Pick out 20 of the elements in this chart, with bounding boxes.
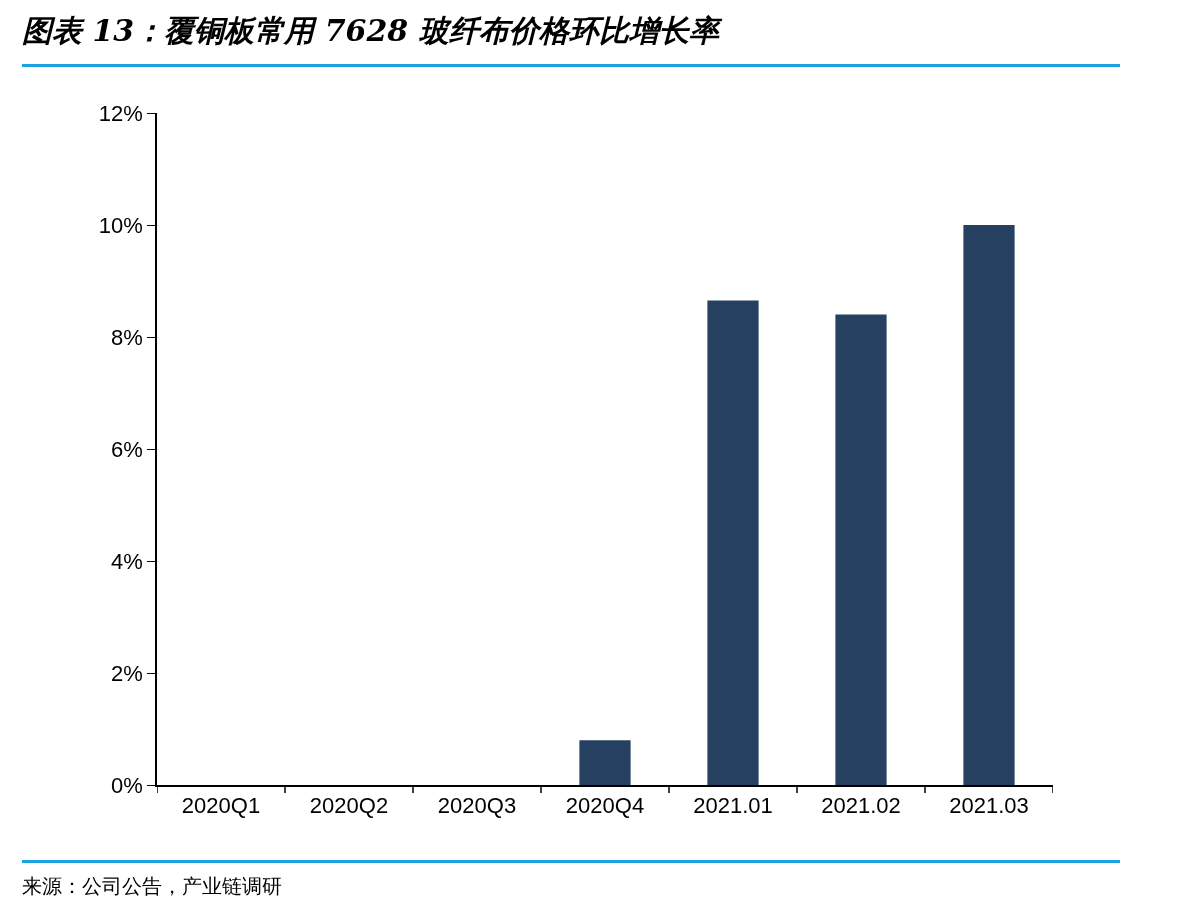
bar [579, 740, 631, 785]
bar [835, 314, 887, 785]
y-tick-label: 8% [111, 324, 143, 350]
y-tick-label: 2% [111, 660, 143, 686]
x-tick-label: 2021.03 [949, 793, 1029, 819]
y-tick-label: 12% [98, 100, 143, 126]
bar [963, 225, 1015, 785]
chart-title: 图表 13：覆铜板常用 7628 玻纤布价格环比增长率 [22, 8, 1120, 67]
y-tick-label: 10% [98, 212, 143, 238]
x-tick-label: 2020Q2 [309, 793, 389, 819]
x-tick-label: 2020Q3 [437, 793, 517, 819]
source-note: 来源：公司公告，产业链调研 [22, 860, 1120, 900]
y-tick-label: 6% [111, 436, 143, 462]
x-tick-label: 2020Q1 [181, 793, 261, 819]
x-tick-label: 2021.02 [821, 793, 901, 819]
x-tick-label: 2020Q4 [565, 793, 645, 819]
bar [707, 300, 759, 785]
y-tick-label: 4% [111, 548, 143, 574]
y-tick-label: 0% [111, 772, 143, 798]
x-tick-label: 2021.01 [693, 793, 773, 819]
